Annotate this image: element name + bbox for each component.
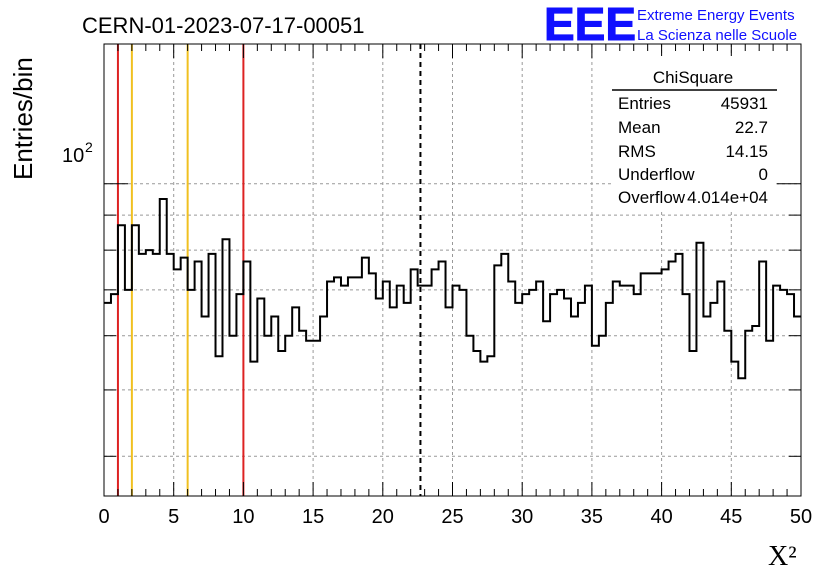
x-tick-labels: 0 5 10 15 20 25 30 35 40 45 50 <box>98 506 812 528</box>
eee-logo-line1: Extreme Energy Events <box>637 7 795 24</box>
stats-rms-value: 14.15 <box>725 142 768 161</box>
eee-logo-mark: EEE <box>544 0 636 50</box>
eee-logo-line2: La Scienza nelle Scuole <box>637 27 797 44</box>
stats-entries-label: Entries <box>618 94 671 113</box>
axis-ticks <box>103 44 802 496</box>
stats-rms-label: RMS <box>618 142 656 161</box>
eee-logo: EEE Extreme Energy Events La Scienza nel… <box>544 0 798 51</box>
y-tick-label-100: 10 2 <box>62 139 93 167</box>
x-tick-label: 5 <box>168 506 179 528</box>
x-tick-label: 20 <box>372 506 394 528</box>
x-tick-label: 50 <box>790 506 812 528</box>
y-axis-label: Entries/bin <box>8 57 38 180</box>
stats-title: ChiSquare <box>653 68 733 87</box>
stats-entries-value: 45931 <box>721 94 768 113</box>
x-tick-label: 40 <box>650 506 672 528</box>
x-tick-label: 35 <box>581 506 603 528</box>
y-tick-label-base: 10 <box>62 145 84 167</box>
stats-mean-label: Mean <box>618 118 661 137</box>
stats-box-background <box>612 56 774 211</box>
stats-box: ChiSquare Entries 45931 Mean 22.7 RMS 14… <box>612 56 777 211</box>
x-tick-label: 25 <box>441 506 463 528</box>
x-tick-label: 30 <box>511 506 533 528</box>
x-axis-label: X² <box>768 541 797 572</box>
stats-underflow-label: Underflow <box>618 165 695 184</box>
cut-lines <box>116 44 422 496</box>
stats-overflow-value: 4.014e+04 <box>687 188 768 207</box>
x-tick-label: 0 <box>98 506 109 528</box>
x-tick-label: 10 <box>232 506 254 528</box>
x-tick-label: 15 <box>302 506 324 528</box>
histogram <box>104 198 801 380</box>
chart-title: CERN-01-2023-07-17-00051 <box>82 13 365 38</box>
x-tick-label: 45 <box>720 506 742 528</box>
y-tick-label-exponent: 2 <box>85 139 93 155</box>
histogram-step-line <box>104 198 801 380</box>
stats-mean-value: 22.7 <box>735 118 768 137</box>
stats-underflow-value: 0 <box>759 165 768 184</box>
stats-overflow-label: Overflow <box>618 188 686 207</box>
